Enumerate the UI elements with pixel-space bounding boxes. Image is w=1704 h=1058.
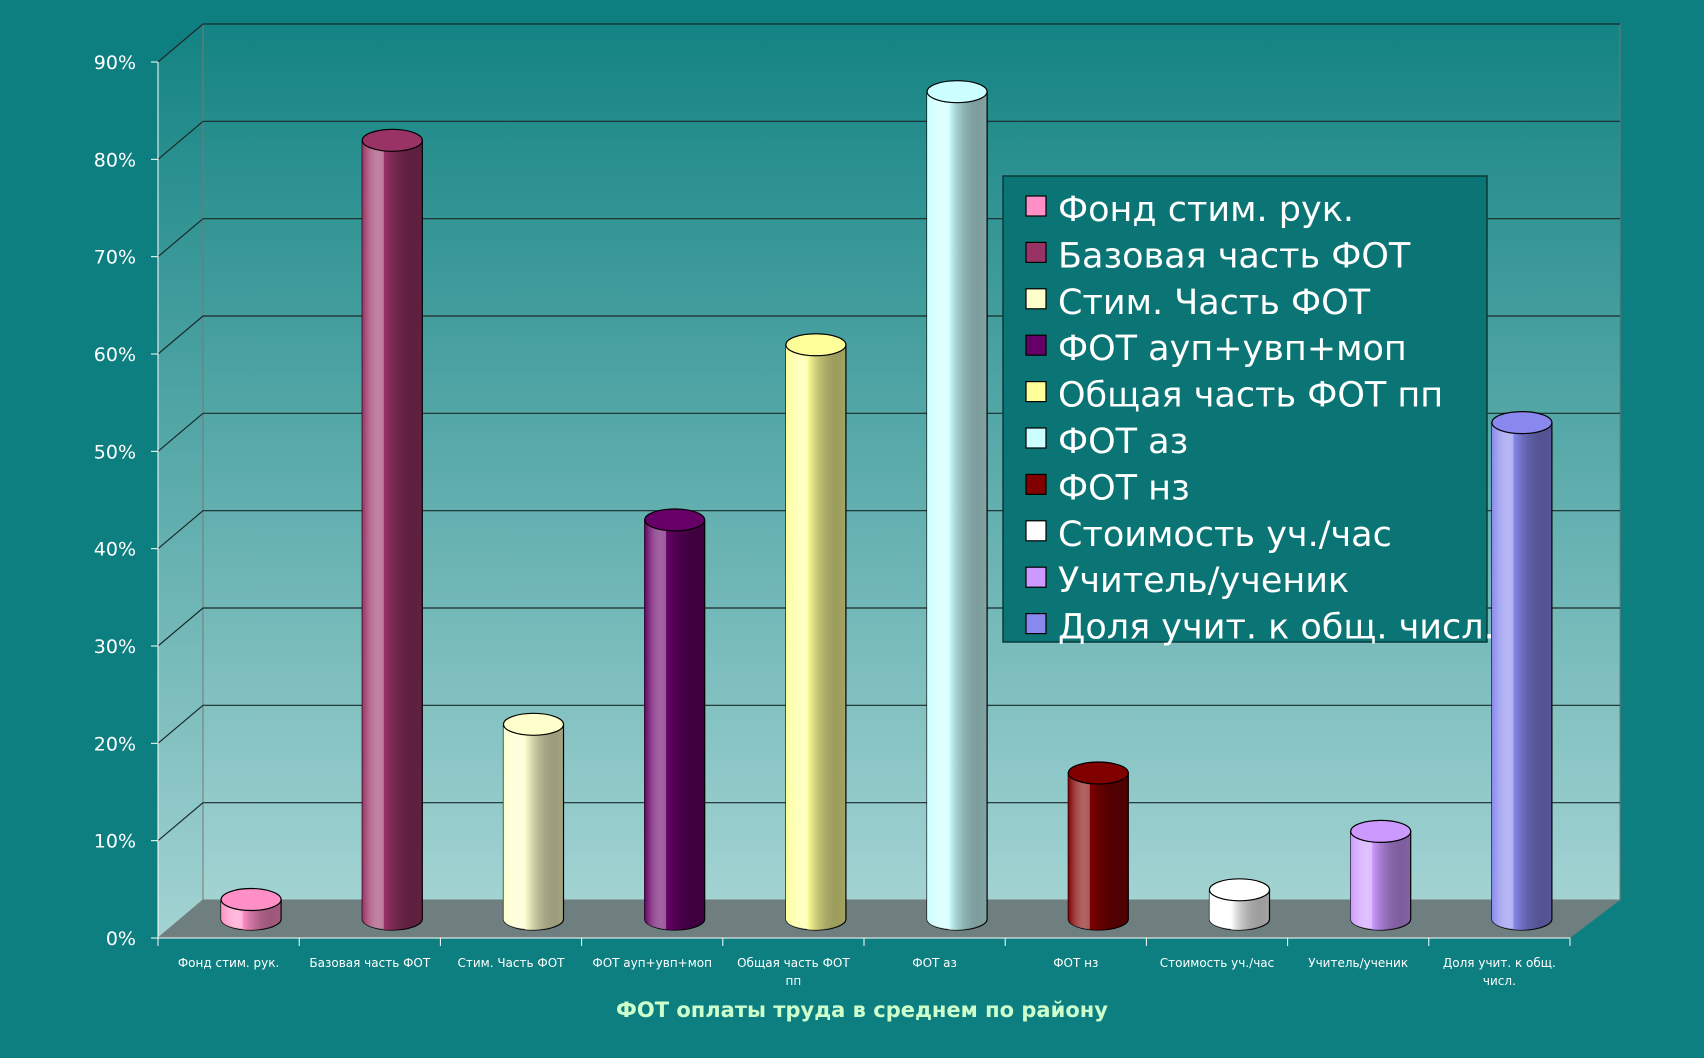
bar-top bbox=[1067, 761, 1129, 785]
y-tick-label: 80% bbox=[94, 149, 136, 171]
x-axis-title: ФОТ оплаты труда в среднем по району bbox=[616, 998, 1108, 1022]
side-wall bbox=[157, 22, 204, 940]
legend-label: Стим. Часть ФОТ bbox=[1058, 283, 1371, 323]
gridline-side bbox=[157, 704, 204, 744]
legend-label: ФОТ аз bbox=[1058, 422, 1188, 462]
gridline-side bbox=[157, 412, 204, 452]
gridline-side bbox=[157, 23, 204, 63]
gridline-side bbox=[157, 802, 204, 842]
bar-shading bbox=[503, 724, 564, 930]
x-tick-label: Учитель/ученик bbox=[1308, 956, 1408, 970]
legend-label: Доля учит. к общ. числ. bbox=[1058, 608, 1495, 648]
bar bbox=[926, 80, 988, 931]
legend-swatch bbox=[1025, 427, 1047, 449]
x-tick-label: ФОТ нз bbox=[1053, 956, 1098, 970]
legend-item: ФОТ аз bbox=[1025, 422, 1188, 462]
bar bbox=[220, 887, 282, 931]
x-tick-label: Базовая часть ФОТ bbox=[309, 956, 430, 970]
legend-label: ФОТ нз bbox=[1058, 468, 1190, 508]
gridline-side bbox=[157, 607, 204, 647]
x-tick-label: пп bbox=[786, 974, 802, 988]
y-tick-label: 70% bbox=[94, 247, 136, 269]
x-tick-label: Доля учит. к общ. bbox=[1443, 956, 1556, 970]
gridline-side bbox=[157, 218, 204, 258]
legend-swatch bbox=[1025, 381, 1047, 403]
legend-swatch bbox=[1025, 288, 1047, 310]
legend-label: Учитель/ученик bbox=[1058, 561, 1349, 601]
bar-shading bbox=[1491, 422, 1552, 930]
bar-shading bbox=[1068, 773, 1129, 930]
bar bbox=[785, 333, 847, 931]
x-tick-label: ФОТ ауп+увп+моп bbox=[592, 956, 712, 970]
bar-top bbox=[644, 508, 706, 532]
legend-item: Фонд стим. рук. bbox=[1025, 190, 1354, 230]
legend-swatch bbox=[1025, 566, 1047, 588]
bar bbox=[644, 508, 706, 931]
y-tick-label: 60% bbox=[94, 344, 136, 366]
x-tick-label: Фонд стим. рук. bbox=[178, 956, 279, 970]
x-tick-label: Стоимость уч./час bbox=[1160, 956, 1274, 970]
legend-item: Учитель/ученик bbox=[1025, 561, 1349, 601]
legend-item: ФОТ нз bbox=[1025, 468, 1190, 508]
legend-item: Базовая часть ФОТ bbox=[1025, 236, 1411, 276]
y-tick-label: 90% bbox=[94, 52, 136, 74]
bar-top bbox=[1208, 878, 1271, 902]
legend-label: Фонд стим. рук. bbox=[1058, 190, 1354, 230]
legend-box bbox=[1002, 175, 1488, 643]
legend-item: Общая часть ФОТ пп bbox=[1025, 376, 1443, 416]
bar-top bbox=[1491, 411, 1553, 435]
y-tick-label: 50% bbox=[94, 441, 136, 463]
x-tick-label: Общая часть ФОТ bbox=[737, 956, 850, 970]
bar-top bbox=[361, 128, 423, 152]
bar bbox=[502, 712, 565, 931]
legend-item: Доля учит. к общ. числ. bbox=[1025, 608, 1495, 648]
bar bbox=[1350, 819, 1412, 931]
bar-shading bbox=[785, 344, 846, 930]
bar bbox=[1491, 411, 1553, 931]
legend-swatch bbox=[1025, 241, 1047, 263]
legend-item: Стоимость уч./час bbox=[1025, 515, 1392, 555]
y-tick-label: 0% bbox=[106, 928, 136, 950]
bar-shading bbox=[1350, 831, 1411, 930]
legend-swatch bbox=[1025, 520, 1047, 542]
bar bbox=[361, 128, 423, 931]
bar bbox=[1208, 878, 1271, 931]
legend-swatch bbox=[1025, 612, 1047, 635]
gridline-side bbox=[157, 510, 204, 550]
x-tick-label: ФОТ аз bbox=[912, 956, 957, 970]
legend-swatch bbox=[1025, 473, 1047, 495]
legend-label: ФОТ ауп+увп+моп bbox=[1058, 329, 1407, 369]
bar bbox=[1067, 761, 1129, 931]
bar-shading bbox=[927, 91, 988, 930]
x-tick-label: Стим. Часть ФОТ bbox=[457, 956, 565, 970]
gridline-side bbox=[157, 315, 204, 355]
bar-top bbox=[926, 80, 988, 104]
bar-top bbox=[1350, 819, 1412, 844]
legend-item: ФОТ ауп+увп+моп bbox=[1025, 329, 1407, 369]
legend-swatch bbox=[1025, 195, 1047, 217]
bar-top bbox=[220, 887, 282, 912]
bar-shading bbox=[644, 519, 705, 930]
legend-label: Общая часть ФОТ пп bbox=[1058, 376, 1443, 416]
y-tick-label: 10% bbox=[94, 831, 136, 853]
legend-label: Базовая часть ФОТ bbox=[1058, 236, 1411, 276]
y-tick-label: 40% bbox=[94, 539, 136, 561]
legend-label: Стоимость уч./час bbox=[1058, 515, 1392, 555]
legend-swatch bbox=[1025, 334, 1047, 356]
y-tick-label: 20% bbox=[94, 733, 136, 755]
legend-item: Стим. Часть ФОТ bbox=[1025, 283, 1371, 323]
bar-top bbox=[785, 333, 847, 357]
bar-shading bbox=[362, 140, 423, 931]
y-tick-label: 30% bbox=[94, 636, 136, 658]
x-tick-label: числ. bbox=[1483, 974, 1516, 988]
gridline-side bbox=[157, 120, 204, 160]
bar-top bbox=[502, 712, 565, 736]
